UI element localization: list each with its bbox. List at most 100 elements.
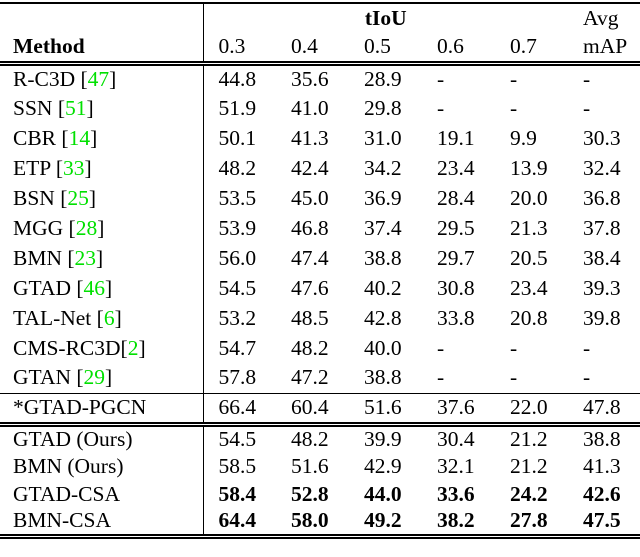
method-cell: GTAD-CSA [0, 480, 203, 508]
citation-bracket-close: ] [84, 155, 92, 180]
header-threshold-03: 0.3 [202, 33, 276, 66]
header-threshold-05: 0.5 [349, 33, 422, 66]
value-cell: 58.0 [276, 508, 349, 539]
value-cell: 42.4 [291, 155, 329, 180]
method-name: TAL-Net [13, 305, 97, 330]
value-cell: 41.3 [291, 125, 329, 150]
citation-bracket-close: ] [86, 95, 94, 120]
method-cell: BMN-CSA [0, 508, 203, 539]
citation-link[interactable]: 6 [103, 305, 115, 330]
citation-link[interactable]: 46 [83, 275, 106, 300]
value-cell: 47.8 [568, 392, 640, 427]
header-empty-cell [0, 3, 203, 33]
value-cell: 38.2 [422, 508, 495, 539]
method-cell: BMN (Ours) [0, 452, 203, 480]
value-cell: 64.4 [202, 508, 276, 539]
method-name: GTAD-CSA [13, 481, 120, 506]
value-cell: 28.9 [364, 66, 402, 91]
header-threshold-06: 0.6 [422, 33, 495, 66]
value-cell: 29.5 [437, 215, 475, 240]
table-row: BSN [25] 53.5 45.0 36.9 28.4 20.0 36.8 [0, 183, 640, 213]
value-cell: 32.4 [583, 155, 621, 180]
value-cell: - [437, 335, 445, 360]
citation-bracket-open: [ [76, 275, 84, 300]
header-row-group: tIoU Avg [0, 3, 640, 33]
value-cell: 9.9 [510, 125, 537, 150]
citation: [14] [61, 126, 97, 150]
value-cell: 21.2 [510, 453, 548, 478]
citation-link[interactable]: 29 [83, 365, 106, 390]
value-cell: 51.9 [202, 93, 276, 123]
method-cell: BMN [23] [0, 243, 203, 273]
value-cell: 39.9 [364, 426, 402, 451]
table-row: CBR [14] 50.1 41.3 31.0 19.1 9.9 30.3 [0, 123, 640, 153]
method-cell: ETP [33] [0, 153, 203, 183]
value-cell: 37.6 [422, 392, 495, 427]
section-ours: GTAD (Ours) 54.5 48.2 39.9 30.4 21.2 38.8 BMN (… [0, 424, 640, 539]
citation: [28] [69, 216, 105, 240]
value-cell: 48.2 [291, 426, 329, 451]
value-cell: 32.1 [437, 453, 475, 478]
value-cell: - [437, 66, 445, 91]
citation-bracket-close: ] [109, 66, 117, 91]
citation: [23] [67, 246, 103, 270]
value-cell: 37.4 [364, 215, 402, 240]
method-name: MGG [13, 215, 69, 240]
citation-link[interactable]: 51 [65, 95, 87, 120]
method-name: CBR [13, 125, 62, 150]
value-cell: 44.8 [202, 63, 276, 93]
value-cell: 52.8 [291, 481, 329, 506]
citation-link[interactable]: 47 [87, 66, 110, 91]
table-header: tIoU Avg Method 0.3 0.4 0.5 0.6 0.7 mAP [0, 3, 640, 66]
header-threshold-07: 0.7 [495, 33, 569, 66]
value-cell: 53.2 [202, 303, 276, 333]
results-table: tIoU Avg Method 0.3 0.4 0.5 0.6 0.7 mAP … [0, 2, 640, 539]
value-cell: 54.5 [202, 273, 276, 303]
value-cell: 24.2 [510, 481, 548, 506]
citation-bracket-close: ] [90, 125, 98, 150]
header-threshold-04: 0.4 [276, 33, 349, 66]
table-row: TAL-Net [6] 53.2 48.5 42.8 33.8 20.8 39.8 [0, 303, 640, 333]
value-cell: 39.3 [583, 275, 621, 300]
value-cell: 37.8 [583, 215, 621, 240]
citation: [33] [56, 156, 92, 180]
value-cell: 53.9 [202, 213, 276, 243]
citation-link[interactable]: 2 [127, 335, 139, 360]
method-name: BMN [13, 245, 68, 270]
citation-link[interactable]: 25 [67, 185, 89, 210]
value-cell: 38.8 [364, 245, 402, 270]
value-cell: 45.0 [291, 185, 329, 210]
citation-link[interactable]: 28 [75, 215, 98, 240]
citation: [2] [121, 336, 146, 360]
value-cell: - [437, 365, 445, 390]
citation-bracket-open: [ [76, 365, 84, 390]
value-cell: 42.8 [364, 305, 402, 330]
value-cell: 47.2 [291, 365, 329, 390]
method-name: R-C3D [13, 66, 81, 91]
value-cell: 29.8 [364, 95, 402, 120]
value-cell: 23.4 [437, 155, 475, 180]
value-cell: 33.6 [437, 481, 475, 506]
value-cell: - [583, 95, 591, 120]
value-cell: 31.0 [364, 125, 402, 150]
citation-link[interactable]: 33 [62, 155, 85, 180]
value-cell: 56.0 [202, 243, 276, 273]
citation-bracket-open: [ [57, 95, 65, 120]
method-cell: GTAN [29] [0, 363, 203, 393]
citation-link[interactable]: 14 [68, 125, 91, 150]
citation-bracket-open: [ [55, 155, 63, 180]
table-row: BMN (Ours) 58.5 51.6 42.9 32.1 21.2 41.3 [0, 452, 640, 480]
citation-bracket-open: [ [61, 125, 69, 150]
section-starred: *GTAD-PGCN 66.4 60.4 51.6 37.6 22.0 47.8 [0, 392, 640, 427]
value-cell: 48.2 [202, 153, 276, 183]
table-row: BMN-CSA 64.4 58.0 49.2 38.2 27.8 47.5 [0, 508, 640, 539]
value-cell: 47.4 [291, 245, 329, 270]
value-cell: 20.0 [510, 185, 548, 210]
citation-bracket-close: ] [96, 245, 104, 270]
value-cell: 30.4 [437, 426, 475, 451]
value-cell: 38.8 [364, 365, 402, 390]
citation-link[interactable]: 23 [74, 245, 97, 270]
table-row: BMN [23] 56.0 47.4 38.8 29.7 20.5 38.4 [0, 243, 640, 273]
value-cell: 38.4 [583, 245, 621, 270]
citation-bracket-open: [ [68, 215, 76, 240]
